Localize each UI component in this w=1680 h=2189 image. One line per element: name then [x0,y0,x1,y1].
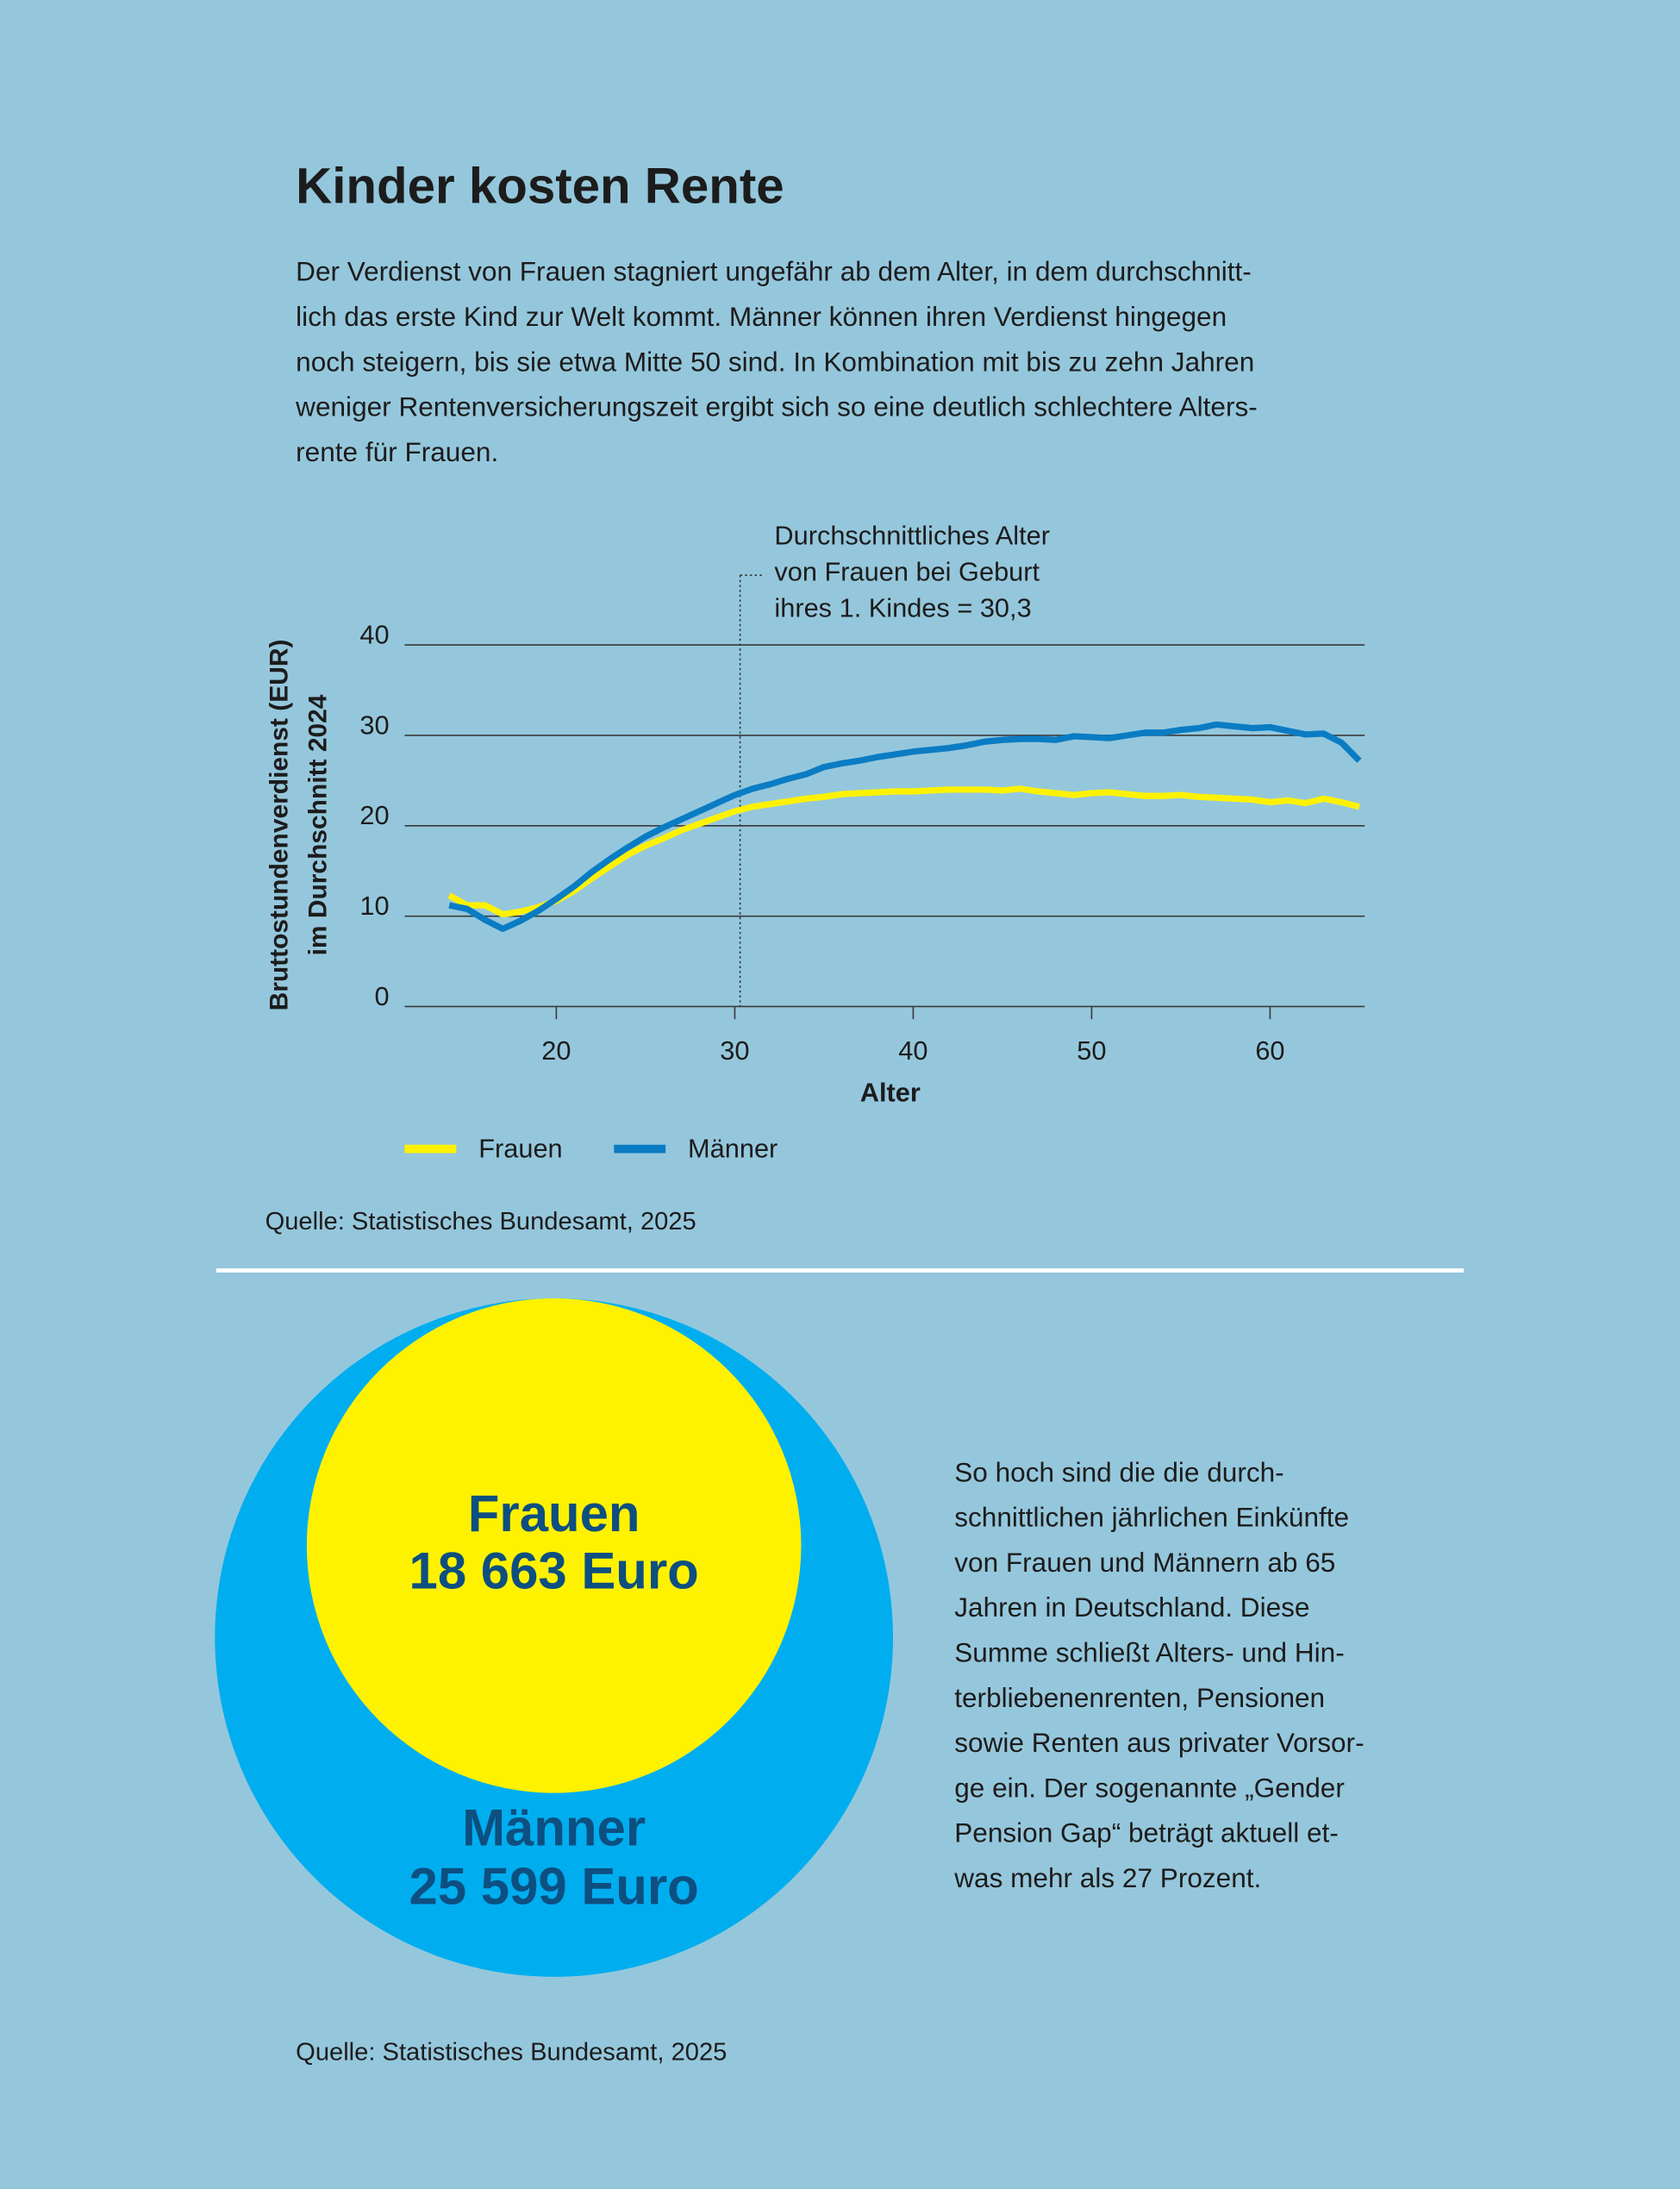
y-tick-label: 0 [375,981,390,1011]
description-line: was mehr als 27 Prozent. [953,1862,1261,1893]
annotation-text: Durchschnittliches Alter [774,521,1050,551]
circle [306,1298,802,1793]
y-axis-label: Bruttostundenverdienst (EUR) [265,640,293,1011]
y-tick-label: 10 [359,891,389,921]
source: Quelle: Statistisches Bundesamt, 2025 [296,2039,727,2067]
intro-line: Der Verdienst von Frauen stagniert ungef… [296,256,1252,287]
x-tick-label: 50 [1077,1035,1106,1066]
x-tick-label: 60 [1255,1035,1284,1066]
circle-value: 18 663 Euro [409,1542,699,1599]
y-tick-label: 30 [359,710,389,740]
intro-line: noch steigern, bis sie etwa Mitte 50 sin… [296,346,1254,377]
intro-line: weniger Rentenversicherungszeit ergibt s… [295,391,1258,422]
legend-label: Männer [688,1133,778,1163]
circle-value: 25 599 Euro [409,1857,699,1915]
description-line: terbliebenenrenten, Pensionen [954,1682,1325,1713]
y-tick-label: 20 [359,800,389,830]
x-axis-label: Alter [860,1078,921,1108]
annotation-text: von Frauen bei Geburt [774,557,1040,587]
intro-line: rente für Frauen. [296,436,498,467]
description-line: schnittlichen jährlichen Einkünfte [954,1502,1349,1533]
description-line: Summe schließt Alters- und Hin- [954,1636,1344,1667]
circle-category: Männer [462,1798,646,1856]
intro-line: lich das erste Kind zur Welt kommt. Männ… [296,301,1227,332]
legend-label: Frauen [478,1133,562,1163]
x-tick-label: 40 [898,1035,927,1066]
annotation-text: ihres 1. Kindes = 30,3 [774,593,1031,623]
y-axis-label: im Durchschnitt 2024 [304,694,333,955]
title: Kinder kosten Rente [296,159,784,215]
description-line: Pension Gap“ beträgt aktuell et- [954,1817,1339,1848]
series-line [447,785,1360,918]
source: Quelle: Statistisches Bundesamt, 2025 [265,1208,696,1235]
x-tick-label: 20 [541,1035,571,1066]
y-tick-label: 40 [359,620,389,650]
circle-category: Frauen [468,1485,640,1542]
description-line: sowie Renten aus privater Vorsor- [954,1727,1364,1758]
description-line: ge ein. Der sogenannte „Gender [954,1772,1345,1803]
description-line: Jahren in Deutschland. Diese [954,1592,1309,1623]
x-tick-label: 30 [720,1035,749,1066]
description-line: So hoch sind die die durch- [954,1456,1283,1487]
description-line: von Frauen und Männern ab 65 [954,1547,1335,1578]
series-line [448,721,1362,932]
